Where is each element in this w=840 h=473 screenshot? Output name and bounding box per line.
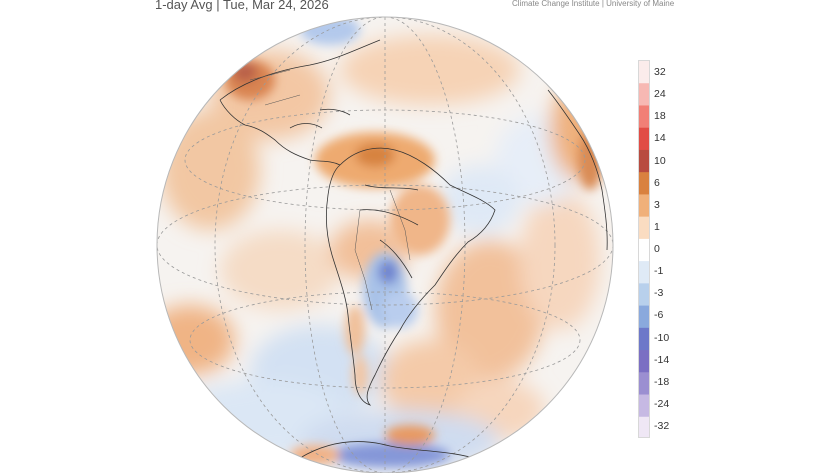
legend-tick-label: -24 [654, 397, 670, 410]
legend-tick-label: -32 [654, 420, 670, 432]
legend-tick-label: 1 [654, 220, 660, 233]
legend-tick-label: -14 [654, 353, 670, 366]
legend-swatch [639, 216, 649, 240]
country-borders [249, 69, 411, 311]
legend-tick-label: -10 [654, 331, 670, 344]
legend-swatch [639, 172, 649, 195]
anomaly-field-detail [225, 17, 602, 467]
legend-tick-label: -1 [654, 265, 664, 278]
legend-tick-label: 0 [654, 243, 660, 255]
legend-swatch [639, 61, 649, 84]
legend-swatch [639, 261, 649, 284]
legend-swatch [639, 238, 649, 262]
legend-swatch [639, 105, 649, 129]
legend-swatch [639, 416, 649, 437]
legend-tick-label: 24 [654, 88, 666, 101]
map-credit: Climate Change Institute | University of… [512, 0, 675, 8]
globe-svg [156, 16, 614, 473]
legend-tick-label: 3 [654, 198, 660, 211]
legend-tick-label: 18 [654, 110, 666, 123]
legend-tick-label: 6 [654, 176, 660, 189]
legend-tick-label: 14 [654, 132, 666, 145]
globe-outline [156, 16, 614, 473]
globe-map[interactable] [150, 10, 620, 473]
legend-swatch [639, 283, 649, 307]
coastlines [219, 39, 608, 461]
map-subtitle: 1-day Avg | Tue, Mar 24, 2026 [155, 0, 329, 12]
legend-tick-label: 10 [654, 154, 666, 167]
legend-swatch [639, 350, 649, 373]
legend-tick-label: -6 [654, 309, 664, 322]
legend-gradient [639, 61, 649, 437]
legend-swatch [639, 194, 649, 218]
legend-tick-label: 32 [654, 66, 666, 78]
legend-tick-label: -18 [654, 375, 670, 388]
legend-swatch [639, 327, 649, 351]
legend-swatch [639, 394, 649, 418]
legend-swatch [639, 305, 649, 329]
legend-swatch [639, 127, 649, 151]
legend-swatch [639, 372, 649, 396]
color-legend: 32 24 18 14 10 6 3 1 0 -1 -3 -6 -10 -14 -18 -24 -32 [638, 60, 698, 438]
legend-tick-label: -3 [654, 287, 664, 300]
legend-swatch [639, 83, 649, 106]
legend-colorbar [638, 60, 650, 438]
legend-swatch [639, 149, 649, 173]
